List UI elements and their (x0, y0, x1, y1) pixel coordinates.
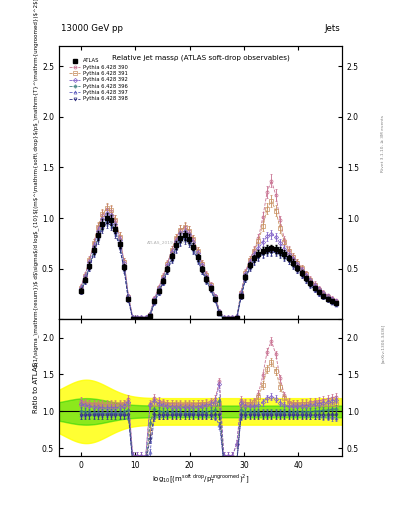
Legend: ATLAS, Pythia 6.428 390, Pythia 6.428 391, Pythia 6.428 392, Pythia 6.428 396, P: ATLAS, Pythia 6.428 390, Pythia 6.428 39… (67, 56, 130, 103)
Text: Relative jet massρ (ATLAS soft-drop observables): Relative jet massρ (ATLAS soft-drop obse… (112, 54, 289, 61)
Text: [arXiv:1306.3436]: [arXiv:1306.3436] (381, 324, 385, 362)
Text: ATLAS_2019_I1772819: ATLAS_2019_I1772819 (147, 241, 197, 245)
Y-axis label: $(1/\sigma_\mathrm{resum})$ d$\sigma$/d log$_{10}$[(m$^\mathrm{soft\ drop}$/p$_\: $(1/\sigma_\mathrm{resum})$ d$\sigma$/d … (33, 0, 39, 367)
Text: Rivet 3.1.10, ≥ 3M events: Rivet 3.1.10, ≥ 3M events (381, 115, 385, 172)
Text: Jets: Jets (324, 24, 340, 33)
X-axis label: log$_{10}$[(m$^{\rm soft\ drop}$/p$_\mathrm{T}^{\rm ungroomed})^2$]: log$_{10}$[(m$^{\rm soft\ drop}$/p$_\mat… (152, 472, 249, 486)
Text: 13000 GeV pp: 13000 GeV pp (61, 24, 123, 33)
Y-axis label: Ratio to ATLAS: Ratio to ATLAS (33, 362, 39, 413)
